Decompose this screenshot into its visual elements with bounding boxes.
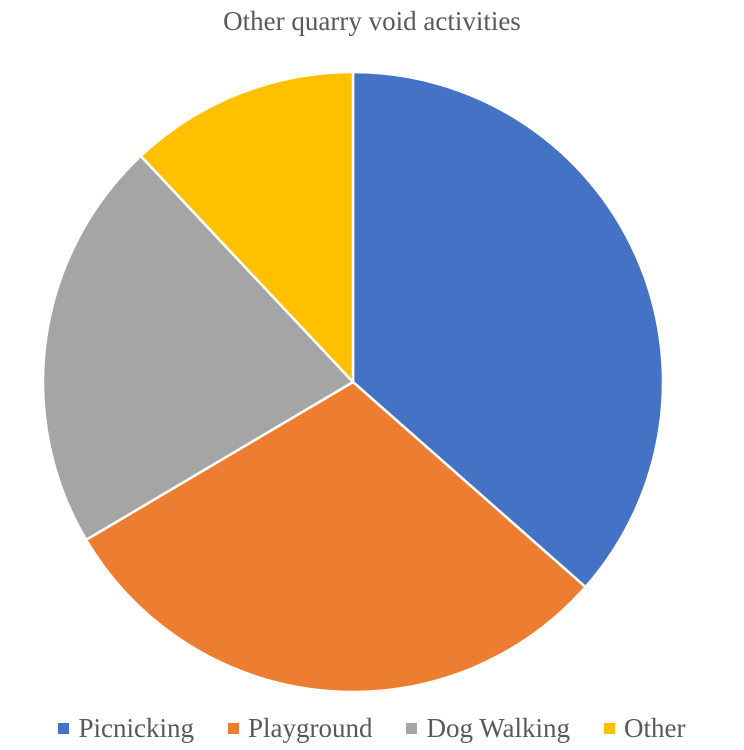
pie-slice-dog-walking [41, 154, 355, 542]
chart-legend: Picnicking Playground Dog Walking Other [0, 713, 744, 744]
legend-label-dog-walking: Dog Walking [426, 713, 571, 743]
legend-label-playground: Playground [247, 713, 373, 743]
legend-swatch-picnicking [58, 723, 70, 734]
legend-swatch-other [604, 723, 616, 734]
legend-swatch-playground [227, 723, 239, 734]
legend-item-picnicking: Picnicking [58, 713, 194, 744]
legend-item-dog-walking: Dog Walking [406, 713, 570, 744]
legend-label-other: Other [624, 713, 686, 743]
legend-item-playground: Playground [227, 713, 373, 744]
legend-label-picnicking: Picnicking [78, 713, 194, 743]
chart-title: Other quarry void activities [223, 6, 521, 36]
pie-slice-playground [84, 380, 587, 694]
pie-slice-picnicking [351, 70, 665, 589]
legend-item-other: Other [604, 713, 686, 744]
pie-slice-other [139, 70, 355, 384]
legend-swatch-dog-walking [406, 723, 418, 734]
